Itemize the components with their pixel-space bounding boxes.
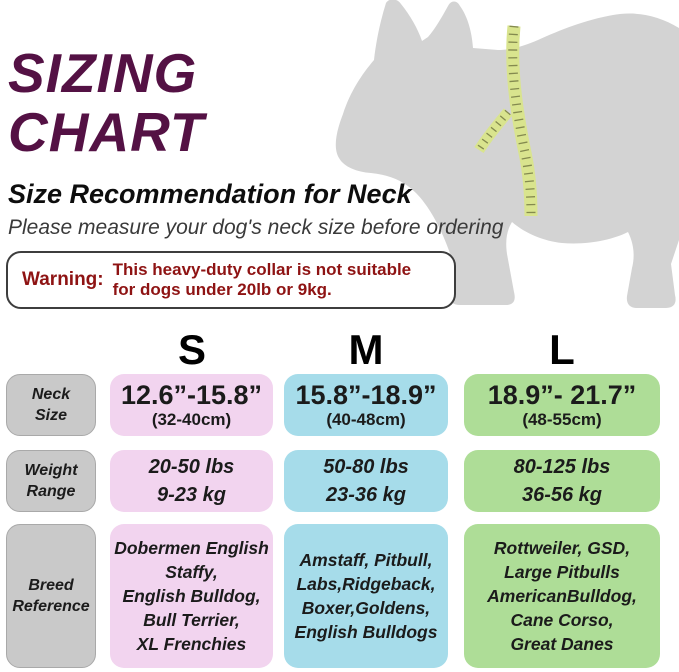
weight-range-cell-m: 50-80 lbs 23-36 kg: [284, 450, 448, 512]
neck-size-m-inches: 15.8”-18.9”: [295, 380, 437, 410]
weight-range-s: 20-50 lbs 9-23 kg: [148, 456, 235, 506]
warning-text: This heavy-duty collar is not suitable f…: [112, 260, 412, 299]
neck-size-l-inches: 18.9”- 21.7”: [487, 380, 637, 410]
neck-size-s-inches: 12.6”-15.8”: [120, 380, 263, 410]
neck-size-m-cm: (40-48cm): [326, 410, 406, 429]
weight-range-cell-s: 20-50 lbs 9-23 kg: [110, 450, 273, 512]
dog-with-measuring-tape-icon: [335, 0, 679, 308]
breed-reference-cell-s: Dobermen English Staffy, English Bulldog…: [110, 524, 273, 668]
measuring-tape-ticks: [508, 25, 536, 217]
neck-size-l-cm: (48-55cm): [522, 410, 602, 429]
row-label-neck-size: Neck Size: [6, 374, 96, 436]
dog-silhouette-illustration: [330, 0, 679, 318]
breed-list-s: Dobermen English Staffy, English Bulldog…: [114, 538, 269, 654]
row-label-breed-reference: Breed Reference: [6, 524, 96, 668]
row-label-weight-range: Weight Range: [6, 450, 96, 512]
weight-range-m: 50-80 lbs 23-36 kg: [323, 456, 409, 506]
neck-size-cell-s: 12.6”-15.8” (32-40cm): [110, 374, 273, 436]
weight-range-cell-l: 80-125 lbs 36-56 kg: [464, 450, 660, 512]
dog-body-shape: [335, 0, 679, 308]
breed-list-m: Amstaff, Pitbull, Labs,Ridgeback, Boxer,…: [294, 550, 438, 642]
neck-size-s-cm: (32-40cm): [151, 410, 232, 429]
measuring-tape-branch: [474, 108, 513, 153]
measure-note: Please measure your dog's neck size befo…: [8, 216, 504, 239]
neck-size-cell-m: 15.8”-18.9” (40-48cm): [284, 374, 448, 436]
breed-list-l: Rottweiler, GSD, Large Pitbulls American…: [487, 538, 637, 654]
page-subtitle: Size Recommendation for Neck: [8, 179, 412, 209]
size-header-s: S: [177, 326, 206, 373]
neck-size-cell-l: 18.9”- 21.7” (48-55cm): [464, 374, 660, 436]
warning-label: Warning:: [22, 269, 104, 290]
size-header-m: M: [348, 326, 384, 373]
weight-range-l: 80-125 lbs 36-56 kg: [513, 456, 611, 506]
size-header-l: L: [549, 326, 575, 373]
breed-reference-cell-l: Rottweiler, GSD, Large Pitbulls American…: [464, 524, 660, 668]
breed-reference-cell-m: Amstaff, Pitbull, Labs,Ridgeback, Boxer,…: [284, 524, 448, 668]
warning-box: Warning: This heavy-duty collar is not s…: [6, 251, 456, 309]
page-title: SIZING CHART: [8, 42, 205, 163]
